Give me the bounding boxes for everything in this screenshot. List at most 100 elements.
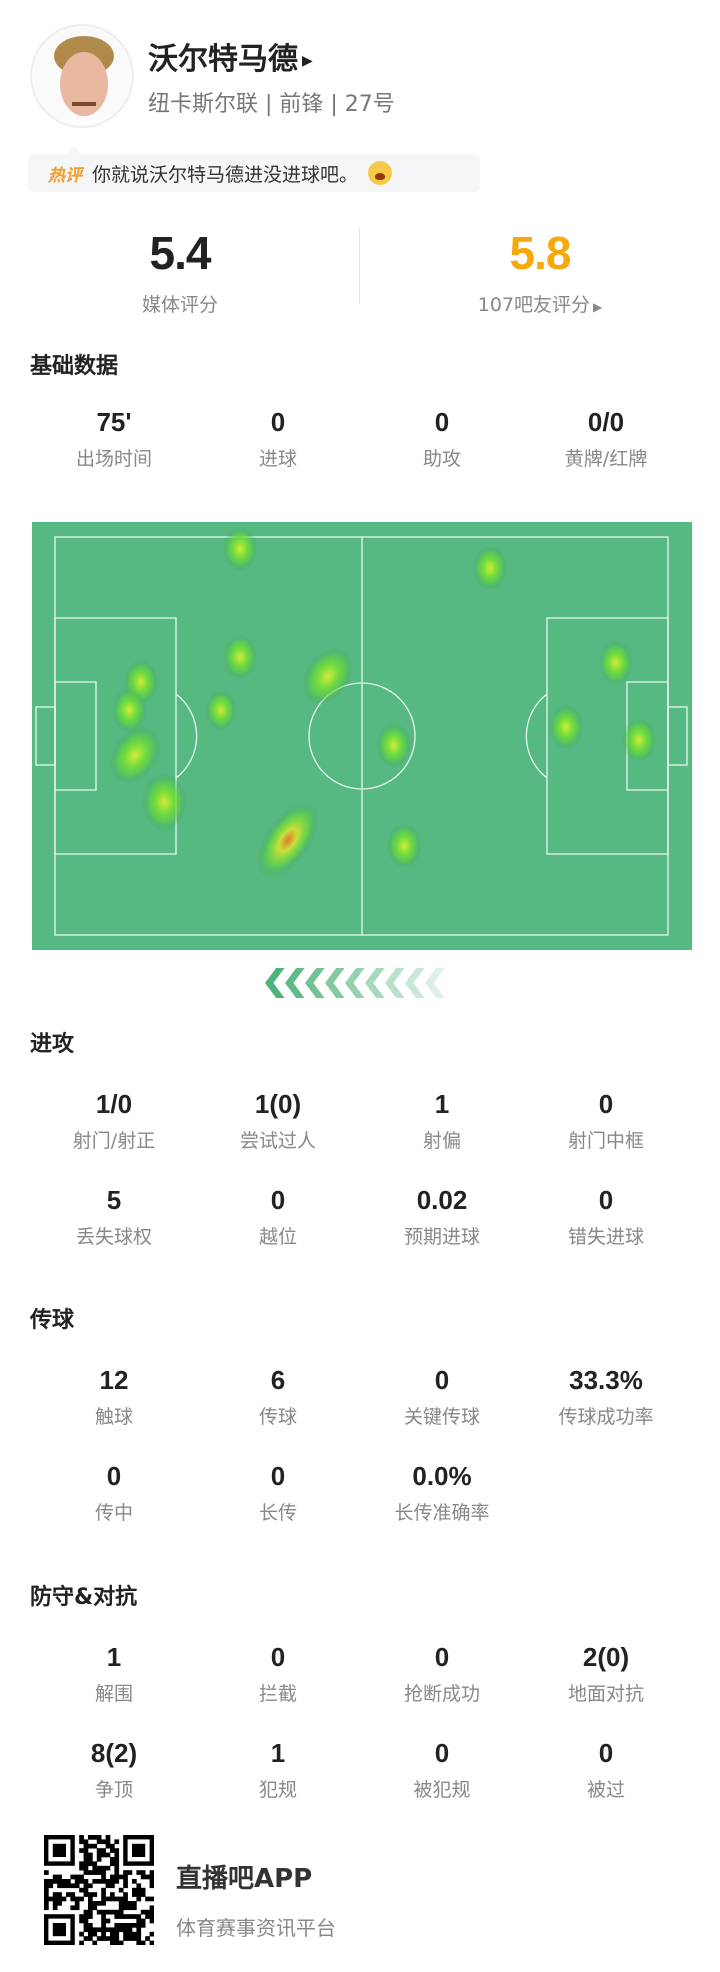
media-rating: 5.4 媒体评分 <box>141 227 218 316</box>
stat-row: 0 传中 0 长传 0.0% 长传准确率 <box>32 1460 688 1525</box>
stat-cell: 1 解围 <box>32 1641 196 1706</box>
stat-label: 地面对抗 <box>567 1683 644 1705</box>
heat-spot <box>387 823 422 868</box>
stat-cell: 1 犯规 <box>196 1737 360 1802</box>
stat-label: 错失进球 <box>567 1226 644 1248</box>
section-title: 传球 <box>30 1308 75 1333</box>
stat-label: 丢失球权 <box>75 1226 152 1248</box>
stat-cell: 0 长传 <box>196 1460 360 1525</box>
stat-value: 6 <box>270 1365 286 1395</box>
stat-value: 2(0) <box>582 1642 630 1672</box>
stat-cell: 2(0) 地面对抗 <box>524 1641 688 1706</box>
heatmap-pitch <box>32 522 692 950</box>
stat-cell: 0 传中 <box>32 1460 196 1525</box>
heat-spot <box>205 690 237 730</box>
stat-value: 0 <box>434 1642 450 1672</box>
stat-value: 0 <box>270 1642 286 1672</box>
heat-spot <box>223 634 258 679</box>
stat-label: 助攻 <box>422 448 461 470</box>
heat-spot <box>142 773 187 831</box>
player-name[interactable]: 沃尔特马德 ▶ <box>148 42 313 77</box>
stat-value: 12 <box>99 1365 129 1395</box>
stat-cell: 8(2) 争顶 <box>32 1737 196 1802</box>
stat-cell: 0 越位 <box>196 1184 360 1249</box>
stat-value: 1(0) <box>254 1089 302 1119</box>
heat-spot <box>598 640 633 685</box>
divider <box>359 228 360 304</box>
stat-label: 预期进球 <box>403 1226 480 1248</box>
stat-value: 0 <box>434 1365 450 1395</box>
stat-cell: 0.02 预期进球 <box>360 1184 524 1249</box>
hot-comment-tag: 热评 <box>48 165 82 186</box>
player-subtitle: 纽卡斯尔联 | 前锋 | 27号 <box>148 92 395 117</box>
hot-comment[interactable]: 热评 你就说沃尔特马德进没进球吧。 <box>28 146 480 192</box>
stat-label: 出场时间 <box>75 448 152 470</box>
stat-label: 争顶 <box>94 1779 133 1801</box>
heat-spot <box>109 726 161 784</box>
stat-label: 被犯规 <box>413 1779 471 1801</box>
heat-spot <box>302 647 354 705</box>
stat-label: 传中 <box>94 1502 133 1524</box>
stat-cell: 0 被犯规 <box>360 1737 524 1802</box>
heat-spot <box>223 526 258 571</box>
stat-cell: 0 抢断成功 <box>360 1641 524 1706</box>
stat-cell: 0 助攻 <box>360 406 524 471</box>
stat-label: 黄牌/红牌 <box>564 448 648 470</box>
stat-cell: 12 触球 <box>32 1364 196 1429</box>
player-avatar[interactable] <box>30 24 134 128</box>
stat-value: 5 <box>106 1185 122 1215</box>
stat-label: 拦截 <box>258 1683 297 1705</box>
stat-cell: 1 射偏 <box>360 1088 524 1153</box>
stat-value: 0 <box>598 1738 614 1768</box>
stat-cell: 6 传球 <box>196 1364 360 1429</box>
stat-value: 75' <box>96 407 132 437</box>
stat-label: 抢断成功 <box>403 1683 480 1705</box>
fan-rating[interactable]: 5.8 107吧友评分 ▶ <box>477 227 603 316</box>
stat-value: 0.02 <box>416 1185 468 1215</box>
stat-row: 1 解围 0 拦截 0 抢断成功 2(0) 地面对抗 <box>32 1641 688 1706</box>
stat-label: 射门/射正 <box>72 1130 156 1152</box>
stat-row: 1/0 射门/射正 1(0) 尝试过人 1 射偏 0 射门中框 <box>32 1088 688 1153</box>
stat-value: 1 <box>270 1738 286 1768</box>
stat-cell: 0 进球 <box>196 406 360 471</box>
heat-spot <box>473 546 508 591</box>
stat-value: 0 <box>270 1461 286 1491</box>
stat-row: 5 丢失球权 0 越位 0.02 预期进球 0 错失进球 <box>32 1184 688 1249</box>
heat-spot <box>622 717 656 762</box>
crying-emoji-icon <box>368 161 393 185</box>
heat-spot <box>256 801 320 879</box>
heat-spot <box>549 705 583 750</box>
stat-value: 8(2) <box>90 1738 138 1768</box>
stat-value: 0 <box>434 407 450 437</box>
stat-cell: 1/0 射门/射正 <box>32 1088 196 1153</box>
stat-cell: 1(0) 尝试过人 <box>196 1088 360 1153</box>
heat-spot <box>376 723 411 768</box>
stat-cell: 0 关键传球 <box>360 1364 524 1429</box>
app-name: 直播吧APP <box>176 1864 313 1894</box>
stat-label: 越位 <box>258 1226 297 1248</box>
stat-cell: 0 拦截 <box>196 1641 360 1706</box>
hot-comment-text: 你就说沃尔特马德进没进球吧。 <box>92 163 359 186</box>
stat-value: 1/0 <box>95 1089 133 1119</box>
chevron-left-icon <box>425 968 445 998</box>
section-title: 进攻 <box>30 1032 75 1057</box>
stat-value: 0 <box>106 1461 122 1491</box>
stat-cell: 75' 出场时间 <box>32 406 196 471</box>
stat-label: 射偏 <box>422 1130 461 1152</box>
stat-label: 触球 <box>94 1406 133 1428</box>
stat-label: 传球成功率 <box>558 1406 654 1428</box>
stat-label: 长传 <box>258 1502 297 1524</box>
stat-label: 射门中框 <box>567 1130 644 1152</box>
stat-value: 0/0 <box>587 407 625 437</box>
stat-value: 0 <box>598 1089 614 1119</box>
pitch-lines <box>35 536 688 936</box>
stat-value: 1 <box>106 1642 122 1672</box>
caret-right-icon: ▶ <box>302 52 313 69</box>
stat-value: 0 <box>598 1185 614 1215</box>
stat-value: 0.0% <box>412 1461 472 1491</box>
stat-value: 0 <box>270 407 286 437</box>
section-title: 防守&对抗 <box>30 1585 138 1610</box>
stat-cell: 0 射门中框 <box>524 1088 688 1153</box>
stat-value: 1 <box>434 1089 450 1119</box>
attack-direction-arrows <box>265 968 445 998</box>
